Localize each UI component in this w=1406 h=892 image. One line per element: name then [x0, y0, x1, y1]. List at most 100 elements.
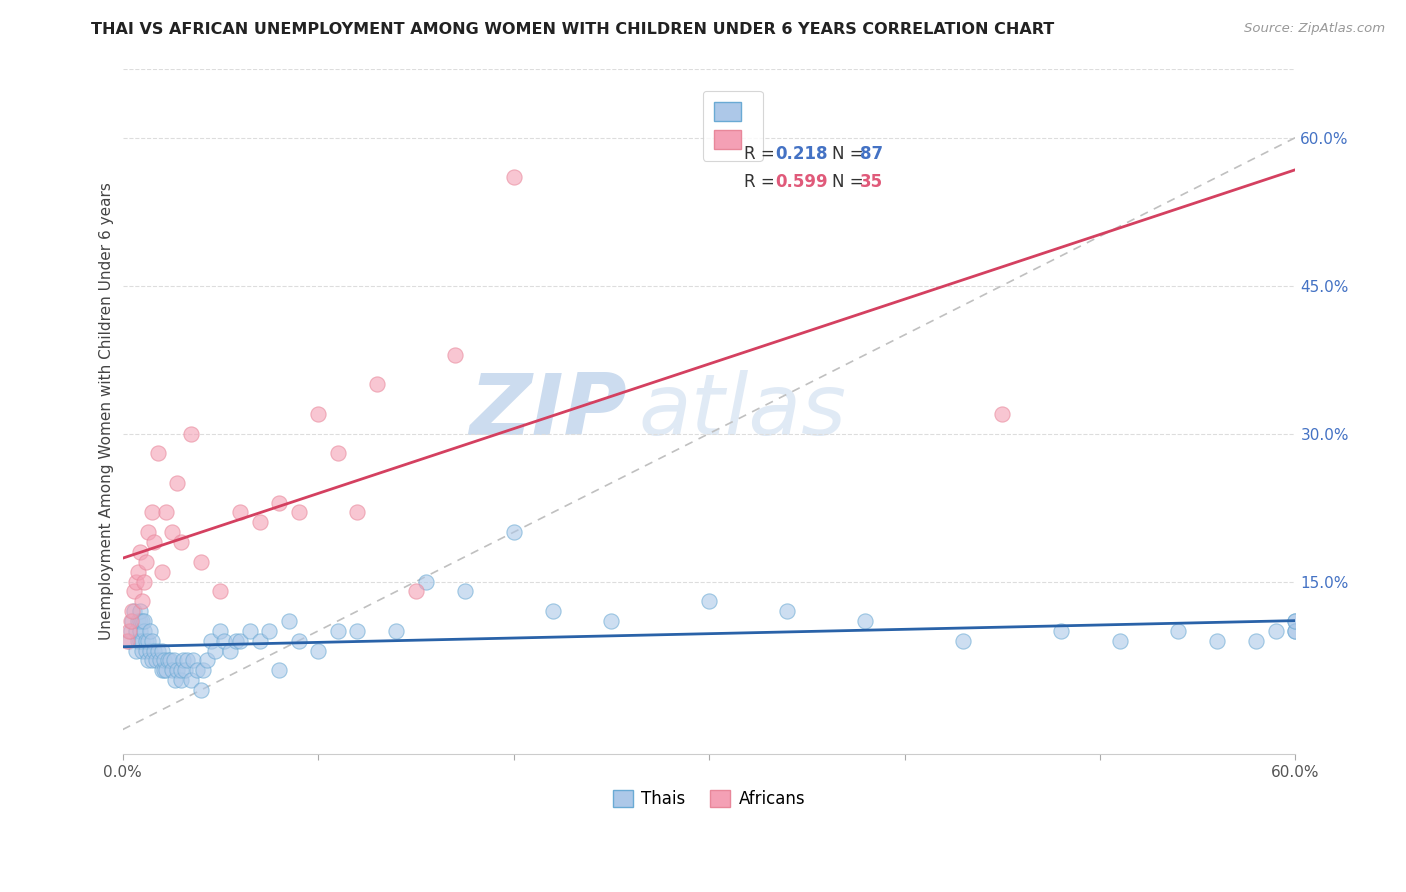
Point	[146, 446, 169, 460]
Point	[180, 426, 202, 441]
Point	[415, 574, 437, 589]
Point	[150, 643, 173, 657]
Point	[1284, 624, 1306, 638]
Point	[1284, 614, 1306, 628]
Point	[170, 535, 193, 549]
Point	[249, 516, 271, 530]
Point	[1050, 624, 1073, 638]
Text: Source: ZipAtlas.com: Source: ZipAtlas.com	[1244, 22, 1385, 36]
Point	[162, 653, 184, 667]
Y-axis label: Unemployment Among Women with Children Under 6 years: Unemployment Among Women with Children U…	[100, 183, 114, 640]
Point	[170, 673, 193, 688]
Point	[776, 604, 799, 618]
Point	[160, 525, 183, 540]
Point	[991, 407, 1014, 421]
Point	[249, 633, 271, 648]
Point	[143, 643, 166, 657]
Point	[131, 633, 153, 648]
Point	[129, 633, 152, 648]
Point	[150, 664, 173, 678]
Point	[115, 633, 138, 648]
Point	[229, 506, 252, 520]
Point	[127, 614, 149, 628]
Text: 87: 87	[859, 145, 883, 162]
Point	[287, 506, 309, 520]
Point	[1264, 624, 1286, 638]
Point	[135, 555, 157, 569]
Point	[277, 614, 299, 628]
Point	[229, 633, 252, 648]
Point	[141, 506, 163, 520]
Point	[214, 633, 236, 648]
Point	[209, 584, 232, 599]
Point	[225, 633, 247, 648]
Point	[150, 565, 173, 579]
Point	[117, 624, 139, 638]
Point	[139, 643, 162, 657]
Point	[287, 633, 309, 648]
Point	[120, 614, 142, 628]
Point	[166, 664, 188, 678]
Point	[155, 506, 177, 520]
Point	[152, 664, 174, 678]
Point	[135, 633, 157, 648]
Point	[346, 624, 368, 638]
Point	[219, 643, 242, 657]
Point	[117, 633, 139, 648]
Point	[136, 525, 159, 540]
Point	[1246, 633, 1268, 648]
Point	[346, 506, 368, 520]
Point	[190, 683, 212, 698]
Point	[307, 643, 329, 657]
Point	[143, 535, 166, 549]
Point	[129, 604, 152, 618]
Point	[127, 565, 149, 579]
Point	[172, 653, 194, 667]
Point	[152, 653, 174, 667]
Point	[209, 624, 232, 638]
Point	[134, 614, 156, 628]
Point	[326, 446, 349, 460]
Point	[195, 653, 218, 667]
Point	[120, 624, 142, 638]
Point	[125, 574, 148, 589]
Point	[267, 664, 290, 678]
Point	[121, 614, 143, 628]
Point	[139, 624, 162, 638]
Point	[454, 584, 477, 599]
Point	[239, 624, 262, 638]
Point	[502, 169, 524, 184]
Point	[600, 614, 623, 628]
Point	[149, 653, 172, 667]
Point	[129, 545, 152, 559]
Point	[405, 584, 427, 599]
Point	[170, 664, 193, 678]
Point	[124, 604, 146, 618]
Point	[176, 653, 198, 667]
Point	[204, 643, 226, 657]
Point	[121, 604, 143, 618]
Point	[541, 604, 564, 618]
Point	[1167, 624, 1189, 638]
Point	[1284, 614, 1306, 628]
Point	[129, 624, 152, 638]
Text: atlas: atlas	[638, 370, 846, 453]
Point	[267, 495, 290, 509]
Text: R =: R =	[744, 173, 780, 191]
Point	[136, 633, 159, 648]
Point	[697, 594, 720, 608]
Point	[125, 643, 148, 657]
Point	[166, 475, 188, 490]
Text: N =: N =	[831, 173, 869, 191]
Point	[129, 614, 152, 628]
Point	[131, 643, 153, 657]
Point	[125, 624, 148, 638]
Point	[190, 555, 212, 569]
Text: ZIP: ZIP	[470, 370, 627, 453]
Text: 0.599: 0.599	[775, 173, 828, 191]
Point	[124, 584, 146, 599]
Point	[145, 653, 167, 667]
Text: THAI VS AFRICAN UNEMPLOYMENT AMONG WOMEN WITH CHILDREN UNDER 6 YEARS CORRELATION: THAI VS AFRICAN UNEMPLOYMENT AMONG WOMEN…	[91, 22, 1055, 37]
Point	[127, 633, 149, 648]
Legend: Thais, Africans: Thais, Africans	[606, 783, 813, 814]
